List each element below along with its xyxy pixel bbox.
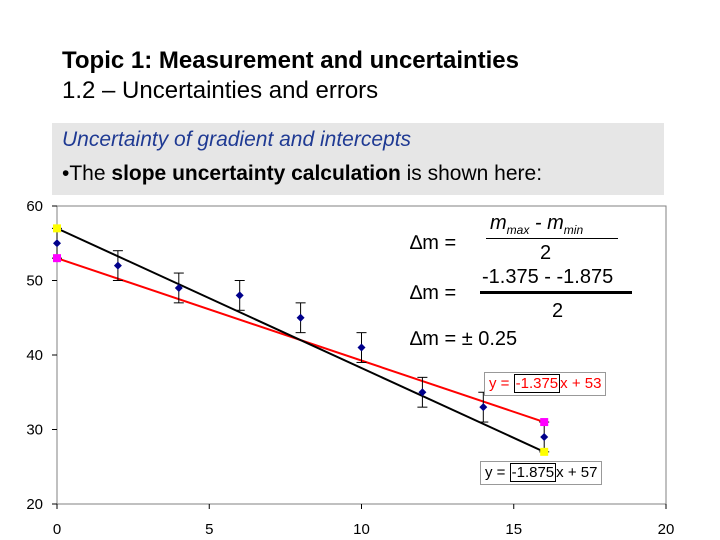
x-tick-label: 20 [658, 521, 675, 538]
formula-denominator-2: 2 [552, 300, 564, 322]
data-point [296, 313, 305, 322]
data-point [479, 403, 488, 412]
endpoint-marker [53, 254, 61, 263]
x-tick-label: 10 [353, 521, 370, 538]
formula-numerator-1: mmax - mmin [490, 212, 583, 237]
y-tick-label: 20 [26, 496, 43, 513]
x-tick-label: 0 [53, 521, 61, 538]
subtitle-heading: Uncertainty of gradient and intercepts [62, 128, 412, 151]
y-tick-label: 50 [26, 273, 43, 290]
bullet-post: is shown here: [400, 162, 543, 185]
m-min: m [547, 212, 564, 234]
data-point [540, 432, 549, 441]
sub-min: min [563, 223, 584, 237]
x-tick-label: 5 [205, 521, 213, 538]
red-eq-slope: -1.375 [513, 374, 561, 393]
delta-m-label-1: ∆m = [410, 232, 457, 254]
red-eq-prefix: y = [489, 375, 514, 392]
minus-sign: - [529, 212, 548, 234]
data-point [418, 388, 427, 397]
title-line-2: 1.2 – Uncertainties and errors [62, 77, 379, 104]
data-point [113, 261, 122, 270]
m-max: m [490, 212, 507, 234]
black-fit-line [56, 227, 545, 453]
y-tick-label: 30 [26, 422, 43, 439]
delta-m-label-2: ∆m = [410, 282, 457, 304]
fraction-line-1 [486, 238, 618, 239]
data-point [53, 239, 61, 248]
slope-formula: ∆m = mmax - mmin 2 ∆m = -1.375 - -1.875 … [406, 208, 638, 353]
red-fit-equation: y = -1.375 x + 53 [484, 372, 607, 396]
red-eq-suffix: x + 53 [560, 375, 602, 392]
endpoint-marker [540, 418, 549, 427]
bullet-pre: The [69, 162, 112, 185]
fraction-line-2 [480, 291, 632, 294]
title-line-1: Topic 1: Measurement and uncertainties [62, 47, 519, 74]
sub-max: max [506, 223, 530, 237]
subtitle-box: Uncertainty of gradient and intercepts •… [52, 123, 664, 195]
black-eq-suffix: x + 57 [556, 464, 598, 481]
bullet-icon: • [62, 162, 70, 185]
black-eq-prefix: y = [485, 464, 510, 481]
endpoint-marker [53, 224, 61, 233]
formula-denominator-1: 2 [540, 242, 552, 264]
bullet-text: •The slope uncertainty calculation is sh… [62, 162, 542, 186]
data-point [235, 291, 244, 300]
y-tick-label: 40 [26, 347, 43, 364]
bullet-bold: slope uncertainty calculation [111, 162, 401, 185]
slide-title: Topic 1: Measurement and uncertainties 1… [62, 46, 519, 106]
x-tick-label: 15 [505, 521, 522, 538]
data-point [174, 283, 183, 292]
y-tick-label: 60 [26, 198, 43, 215]
endpoint-marker [540, 447, 549, 456]
data-point [357, 343, 366, 352]
black-fit-equation: y = -1.875 x + 57 [480, 461, 603, 485]
black-eq-slope: -1.875 [509, 463, 557, 482]
formula-numerator-2: -1.375 - -1.875 [482, 266, 614, 288]
formula-result: ∆m = ± 0.25 [410, 328, 518, 350]
